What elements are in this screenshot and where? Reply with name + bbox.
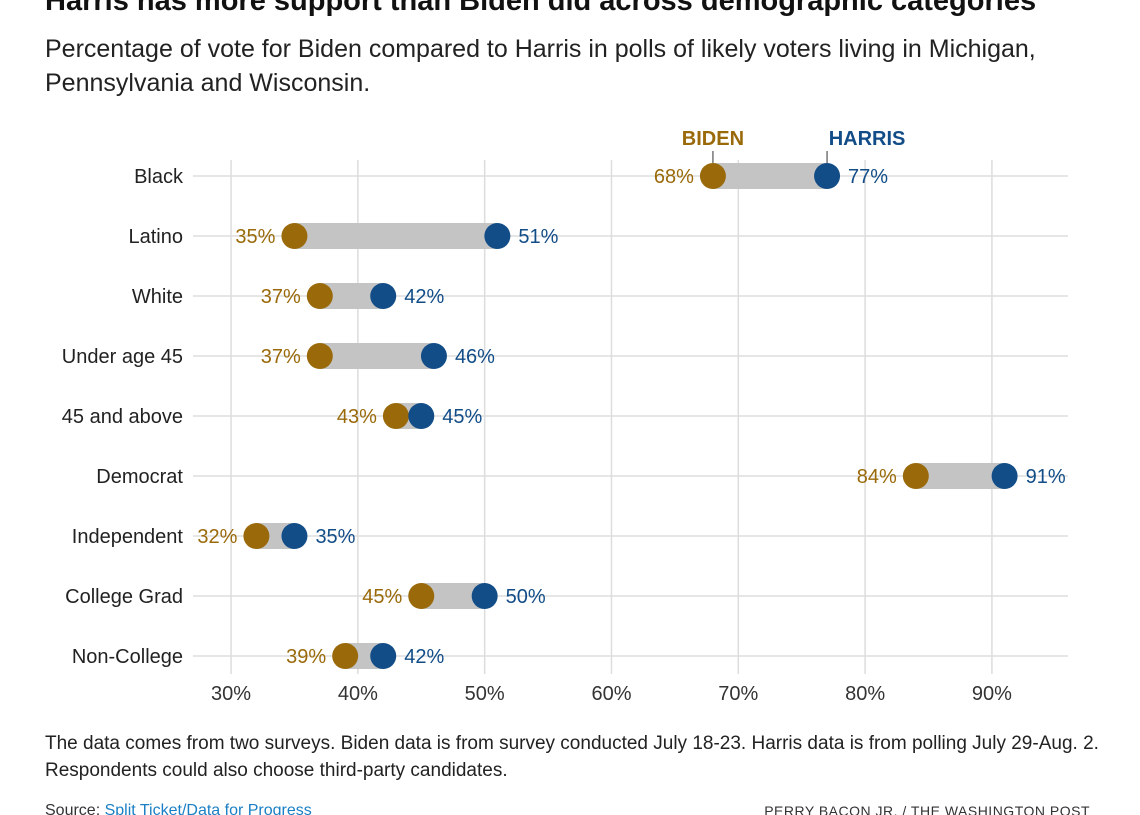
biden-value-label: 45% bbox=[362, 586, 402, 608]
harris-value-label: 51% bbox=[518, 226, 558, 248]
source-label: Source: bbox=[45, 802, 105, 815]
category-label: College Grad bbox=[65, 586, 183, 608]
dots bbox=[243, 163, 1018, 669]
category-labels: Black Latino White Under age 45 45 and above… bbox=[62, 166, 184, 668]
category-label: Independent bbox=[72, 526, 184, 548]
category-label: Non-College bbox=[72, 646, 183, 668]
range-bar bbox=[319, 343, 434, 369]
range-bar bbox=[294, 223, 498, 249]
harris-dot bbox=[420, 343, 447, 369]
harris-value-label: 77% bbox=[848, 166, 888, 188]
biden-value-label: 39% bbox=[286, 646, 326, 668]
footer: Source: Split Ticket/Data for Progress P… bbox=[45, 800, 1090, 815]
x-tick-label: 60% bbox=[591, 683, 631, 705]
harris-value-label: 35% bbox=[315, 526, 355, 548]
harris-value-label: 42% bbox=[404, 286, 444, 308]
biden-dot bbox=[306, 283, 333, 309]
category-label: Democrat bbox=[96, 466, 183, 488]
harris-dot bbox=[370, 643, 397, 669]
biden-value-label: 32% bbox=[197, 526, 237, 548]
range-bar bbox=[712, 163, 828, 189]
series-labels: BIDEN HARRIS bbox=[682, 128, 906, 163]
category-label: Latino bbox=[129, 226, 184, 248]
x-tick-label: 50% bbox=[465, 683, 505, 705]
harris-dot bbox=[471, 583, 498, 609]
category-label: Black bbox=[134, 166, 184, 188]
x-tick-label: 40% bbox=[338, 683, 378, 705]
harris-dot bbox=[814, 163, 841, 189]
value-labels: 68% 77% 35% 51% 37% 42% 37% 46% 43% 45% 84% 91% 32% 3… bbox=[197, 166, 1065, 668]
source-link[interactable]: Split Ticket/Data for Progress bbox=[104, 802, 312, 815]
series-label-harris: HARRIS bbox=[829, 128, 906, 150]
harris-dot bbox=[370, 283, 397, 309]
harris-value-label: 46% bbox=[455, 346, 495, 368]
biden-value-label: 35% bbox=[235, 226, 275, 248]
biden-dot bbox=[243, 523, 270, 549]
harris-value-label: 42% bbox=[404, 646, 444, 668]
biden-dot bbox=[382, 403, 409, 429]
harris-dot bbox=[484, 223, 511, 249]
biden-dot bbox=[306, 343, 333, 369]
category-label: Under age 45 bbox=[62, 346, 183, 368]
biden-value-label: 37% bbox=[261, 346, 301, 368]
biden-dot bbox=[281, 223, 308, 249]
x-tick-label: 30% bbox=[211, 683, 251, 705]
dot-plot-chart: 30% 40% 50% 60% 70% 80% 90% Black Latino White Un… bbox=[62, 128, 1068, 705]
credit-line: PERRY BACON JR. / THE WASHINGTON POST bbox=[764, 803, 1090, 815]
chart-subtitle: Percentage of vote for Biden compared to… bbox=[45, 35, 1036, 97]
chart-note: The data comes from two surveys. Biden d… bbox=[45, 733, 1099, 781]
biden-value-label: 84% bbox=[857, 466, 897, 488]
biden-dot bbox=[408, 583, 435, 609]
harris-dot bbox=[408, 403, 435, 429]
category-label: White bbox=[132, 286, 183, 308]
category-label: 45 and above bbox=[62, 406, 183, 428]
x-tick-label: 90% bbox=[972, 683, 1012, 705]
harris-dot bbox=[281, 523, 308, 549]
biden-dot bbox=[902, 463, 929, 489]
harris-value-label: 91% bbox=[1026, 466, 1066, 488]
harris-value-label: 45% bbox=[442, 406, 482, 428]
biden-value-label: 43% bbox=[337, 406, 377, 428]
biden-dot bbox=[699, 163, 726, 189]
x-tick-label: 70% bbox=[718, 683, 758, 705]
harris-dot bbox=[991, 463, 1018, 489]
biden-dot bbox=[332, 643, 359, 669]
harris-value-label: 50% bbox=[506, 586, 546, 608]
biden-value-label: 68% bbox=[654, 166, 694, 188]
chart-title: Harris has more support than Biden did a… bbox=[45, 0, 1037, 16]
x-axis-ticks: 30% 40% 50% 60% 70% 80% 90% bbox=[211, 683, 1012, 705]
range-bar bbox=[915, 463, 1005, 489]
x-tick-label: 80% bbox=[845, 683, 885, 705]
series-label-biden: BIDEN bbox=[682, 128, 744, 150]
biden-value-label: 37% bbox=[261, 286, 301, 308]
